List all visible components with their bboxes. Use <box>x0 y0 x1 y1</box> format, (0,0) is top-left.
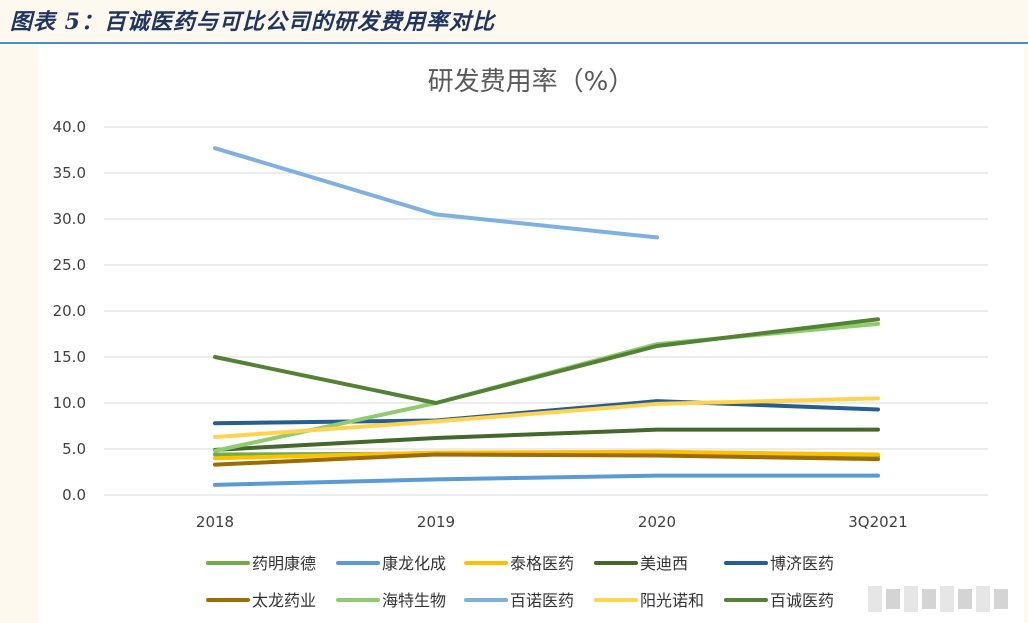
series-layer <box>213 146 880 487</box>
x-tick-label: 2020 <box>638 513 676 531</box>
legend-label: 泰格医药 <box>510 554 574 573</box>
y-tick-label: 25.0 <box>53 256 86 274</box>
legend-item: 博济医药 <box>724 554 834 573</box>
grid-layer <box>104 126 988 496</box>
legend-label: 药明康德 <box>252 554 316 573</box>
x-tick-label: 2019 <box>417 513 455 531</box>
legend-item: 阳光诺和 <box>594 591 704 610</box>
y-tick-label: 10.0 <box>53 394 86 412</box>
series-line-7 <box>213 146 659 240</box>
legend-item: 药明康德 <box>206 554 316 573</box>
y-tick-label: 30.0 <box>53 210 86 228</box>
x-tick-label: 2018 <box>196 513 234 531</box>
legend-item: 泰格医药 <box>464 554 574 573</box>
legend-label: 百诚医药 <box>770 591 834 610</box>
series-line-2 <box>213 449 880 461</box>
y-tick-label: 5.0 <box>62 440 86 458</box>
legend-label: 阳光诺和 <box>640 591 704 610</box>
axis-layer: 0.0 5.0 10.0 15.0 20.0 25.0 30.0 35.0 40.0 2018 20… <box>53 118 908 531</box>
y-tick-label: 15.0 <box>53 348 86 366</box>
series-line-9 <box>213 317 880 405</box>
chart-title: 研发费用率（%） <box>428 67 635 97</box>
y-tick-label: 20.0 <box>53 302 86 320</box>
figure-caption: 图表 5：百诚医药与可比公司的研发费用率对比 <box>10 9 495 35</box>
series-line-5 <box>213 452 880 467</box>
legend-item: 海特生物 <box>336 591 446 610</box>
legend-item: 太龙药业 <box>206 591 316 610</box>
series-line-1 <box>213 473 880 487</box>
y-tick-label: 40.0 <box>53 118 86 136</box>
legend-label: 博济医药 <box>770 554 834 573</box>
legend-label: 太龙药业 <box>252 591 316 610</box>
legend-label: 海特生物 <box>382 591 446 610</box>
legend-item: 百诺医药 <box>464 591 574 610</box>
x-tick-label: 3Q2021 <box>848 513 908 531</box>
legend-item: 美迪西 <box>594 554 688 573</box>
caption-divider <box>0 42 1028 44</box>
y-tick-label: 35.0 <box>53 164 86 182</box>
legend-item: 康龙化成 <box>336 554 446 573</box>
legend-label: 康龙化成 <box>382 554 446 573</box>
series-line-8 <box>213 396 880 440</box>
line-chart: 研发费用率（%） 0.0 5.0 10.0 15.0 20.0 25.0 30.0 35.0 4… <box>53 67 988 610</box>
blurred-watermark <box>868 584 1018 614</box>
legend-label: 百诺医药 <box>510 591 574 610</box>
legend-item: 百诚医药 <box>724 591 834 610</box>
y-tick-label: 0.0 <box>62 486 86 504</box>
series-line-3 <box>213 427 880 452</box>
chart-panel: 研发费用率（%） 0.0 5.0 10.0 15.0 20.0 25.0 30.0 35.0 4… <box>38 44 1024 623</box>
legend-label: 美迪西 <box>640 554 688 573</box>
